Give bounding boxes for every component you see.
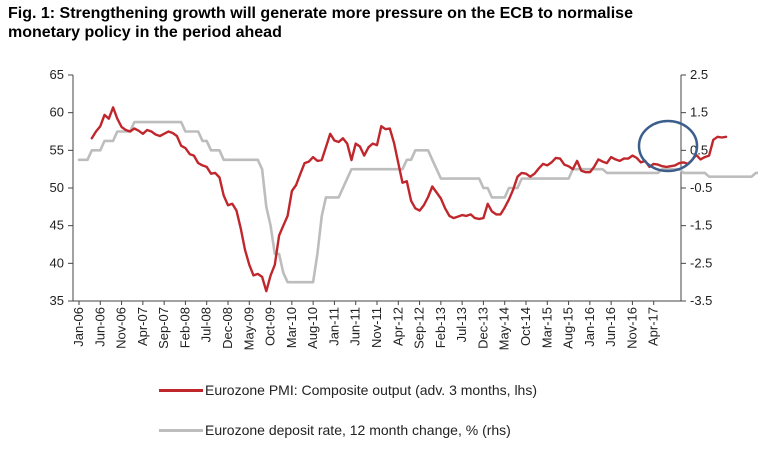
right-tick-label: -1.5: [690, 218, 712, 233]
left-tick-label: 65: [50, 67, 64, 82]
legend-swatch-pmi: [159, 388, 203, 392]
x-tick-label: Apr-07: [135, 307, 150, 346]
legend-label-pmi: Eurozone PMI: Composite output (adv. 3 m…: [205, 382, 538, 398]
series-line-pmi: [90, 106, 728, 293]
x-tick-label: May-14: [497, 307, 512, 350]
chart-plot: 65 60 55 50 45 40 35 2.5 1.5 0.5 -0.5 -1.5 -2.5 -3.5 J…: [50, 67, 758, 350]
legend-item-pmi: Eurozone PMI: Composite output (adv. 3 m…: [159, 380, 537, 400]
highlight-ellipse: [637, 119, 699, 173]
x-tick-label: Nov-06: [114, 307, 129, 349]
x-tick-label: Jan-11: [326, 307, 341, 346]
x-tick-label: Jul-13: [454, 307, 469, 342]
x-tick-label: Aug-15: [561, 307, 576, 349]
chart-title: Fig. 1: Strengthening growth will genera…: [8, 4, 748, 42]
right-tick-label: -0.5: [690, 180, 712, 195]
x-tick-label: Jun-16: [603, 307, 618, 347]
right-tick-label: -3.5: [690, 293, 712, 308]
series-line-deposit-rate: [77, 120, 758, 284]
left-tick-label: 40: [50, 255, 64, 270]
legend-label-deposit-rate: Eurozone deposit rate, 12 month change, …: [205, 422, 511, 438]
x-tick-label: Nov-16: [624, 307, 639, 349]
right-tick-label: 1.5: [690, 105, 708, 120]
left-tick-label: 35: [50, 293, 64, 308]
x-tick-label: Jan-06: [71, 307, 86, 347]
x-tick-label: Oct-14: [518, 307, 533, 346]
x-tick-label: Sep-07: [156, 307, 171, 349]
legend-item-deposit-rate: Eurozone deposit rate, 12 month change, …: [159, 420, 537, 440]
x-tick-label: Feb-13: [433, 307, 448, 348]
x-tick-label: Jul-08: [199, 307, 214, 342]
right-tick-label: 2.5: [690, 67, 708, 82]
x-tick-label: Sep-12: [412, 307, 427, 349]
chart-legend: Eurozone PMI: Composite output (adv. 3 m…: [159, 380, 537, 460]
x-tick-label: Dec-08: [220, 307, 235, 349]
x-tick-label: Aug-10: [305, 307, 320, 349]
x-tick-label: Jun-11: [348, 307, 363, 346]
chart-annotations: [637, 119, 699, 173]
x-tick-label: Jan-16: [582, 307, 597, 347]
left-tick-label: 45: [50, 218, 64, 233]
x-tick-label: Mar-10: [284, 307, 299, 348]
x-tick-label: Nov-11: [369, 307, 384, 348]
legend-swatch-deposit-rate: [159, 428, 203, 432]
chart-title-line-1: Fig. 1: Strengthening growth will genera…: [8, 5, 633, 22]
left-tick-label: 55: [50, 142, 64, 157]
x-tick-label: Jun-06: [92, 307, 107, 347]
x-tick-label: Apr-17: [646, 307, 661, 346]
x-tick-label: Oct-09: [263, 307, 278, 346]
x-tick-label: Dec-13: [475, 307, 490, 349]
left-tick-label: 60: [50, 105, 64, 120]
right-tick-label: -2.5: [690, 255, 712, 270]
x-tick-label: Feb-08: [177, 307, 192, 348]
chart-axes: 65 60 55 50 45 40 35 2.5 1.5 0.5 -0.5 -1.5 -2.5 -3.5 J…: [50, 67, 713, 350]
chart-title-line-2: monetary policy in the period ahead: [8, 24, 282, 41]
chart-series: [77, 106, 758, 293]
left-tick-label: 50: [50, 180, 64, 195]
x-tick-label: May-09: [241, 307, 256, 350]
x-tick-label: Apr-12: [390, 307, 405, 346]
x-tick-label: Mar-15: [539, 307, 554, 348]
right-tick-label: 0.5: [690, 142, 708, 157]
